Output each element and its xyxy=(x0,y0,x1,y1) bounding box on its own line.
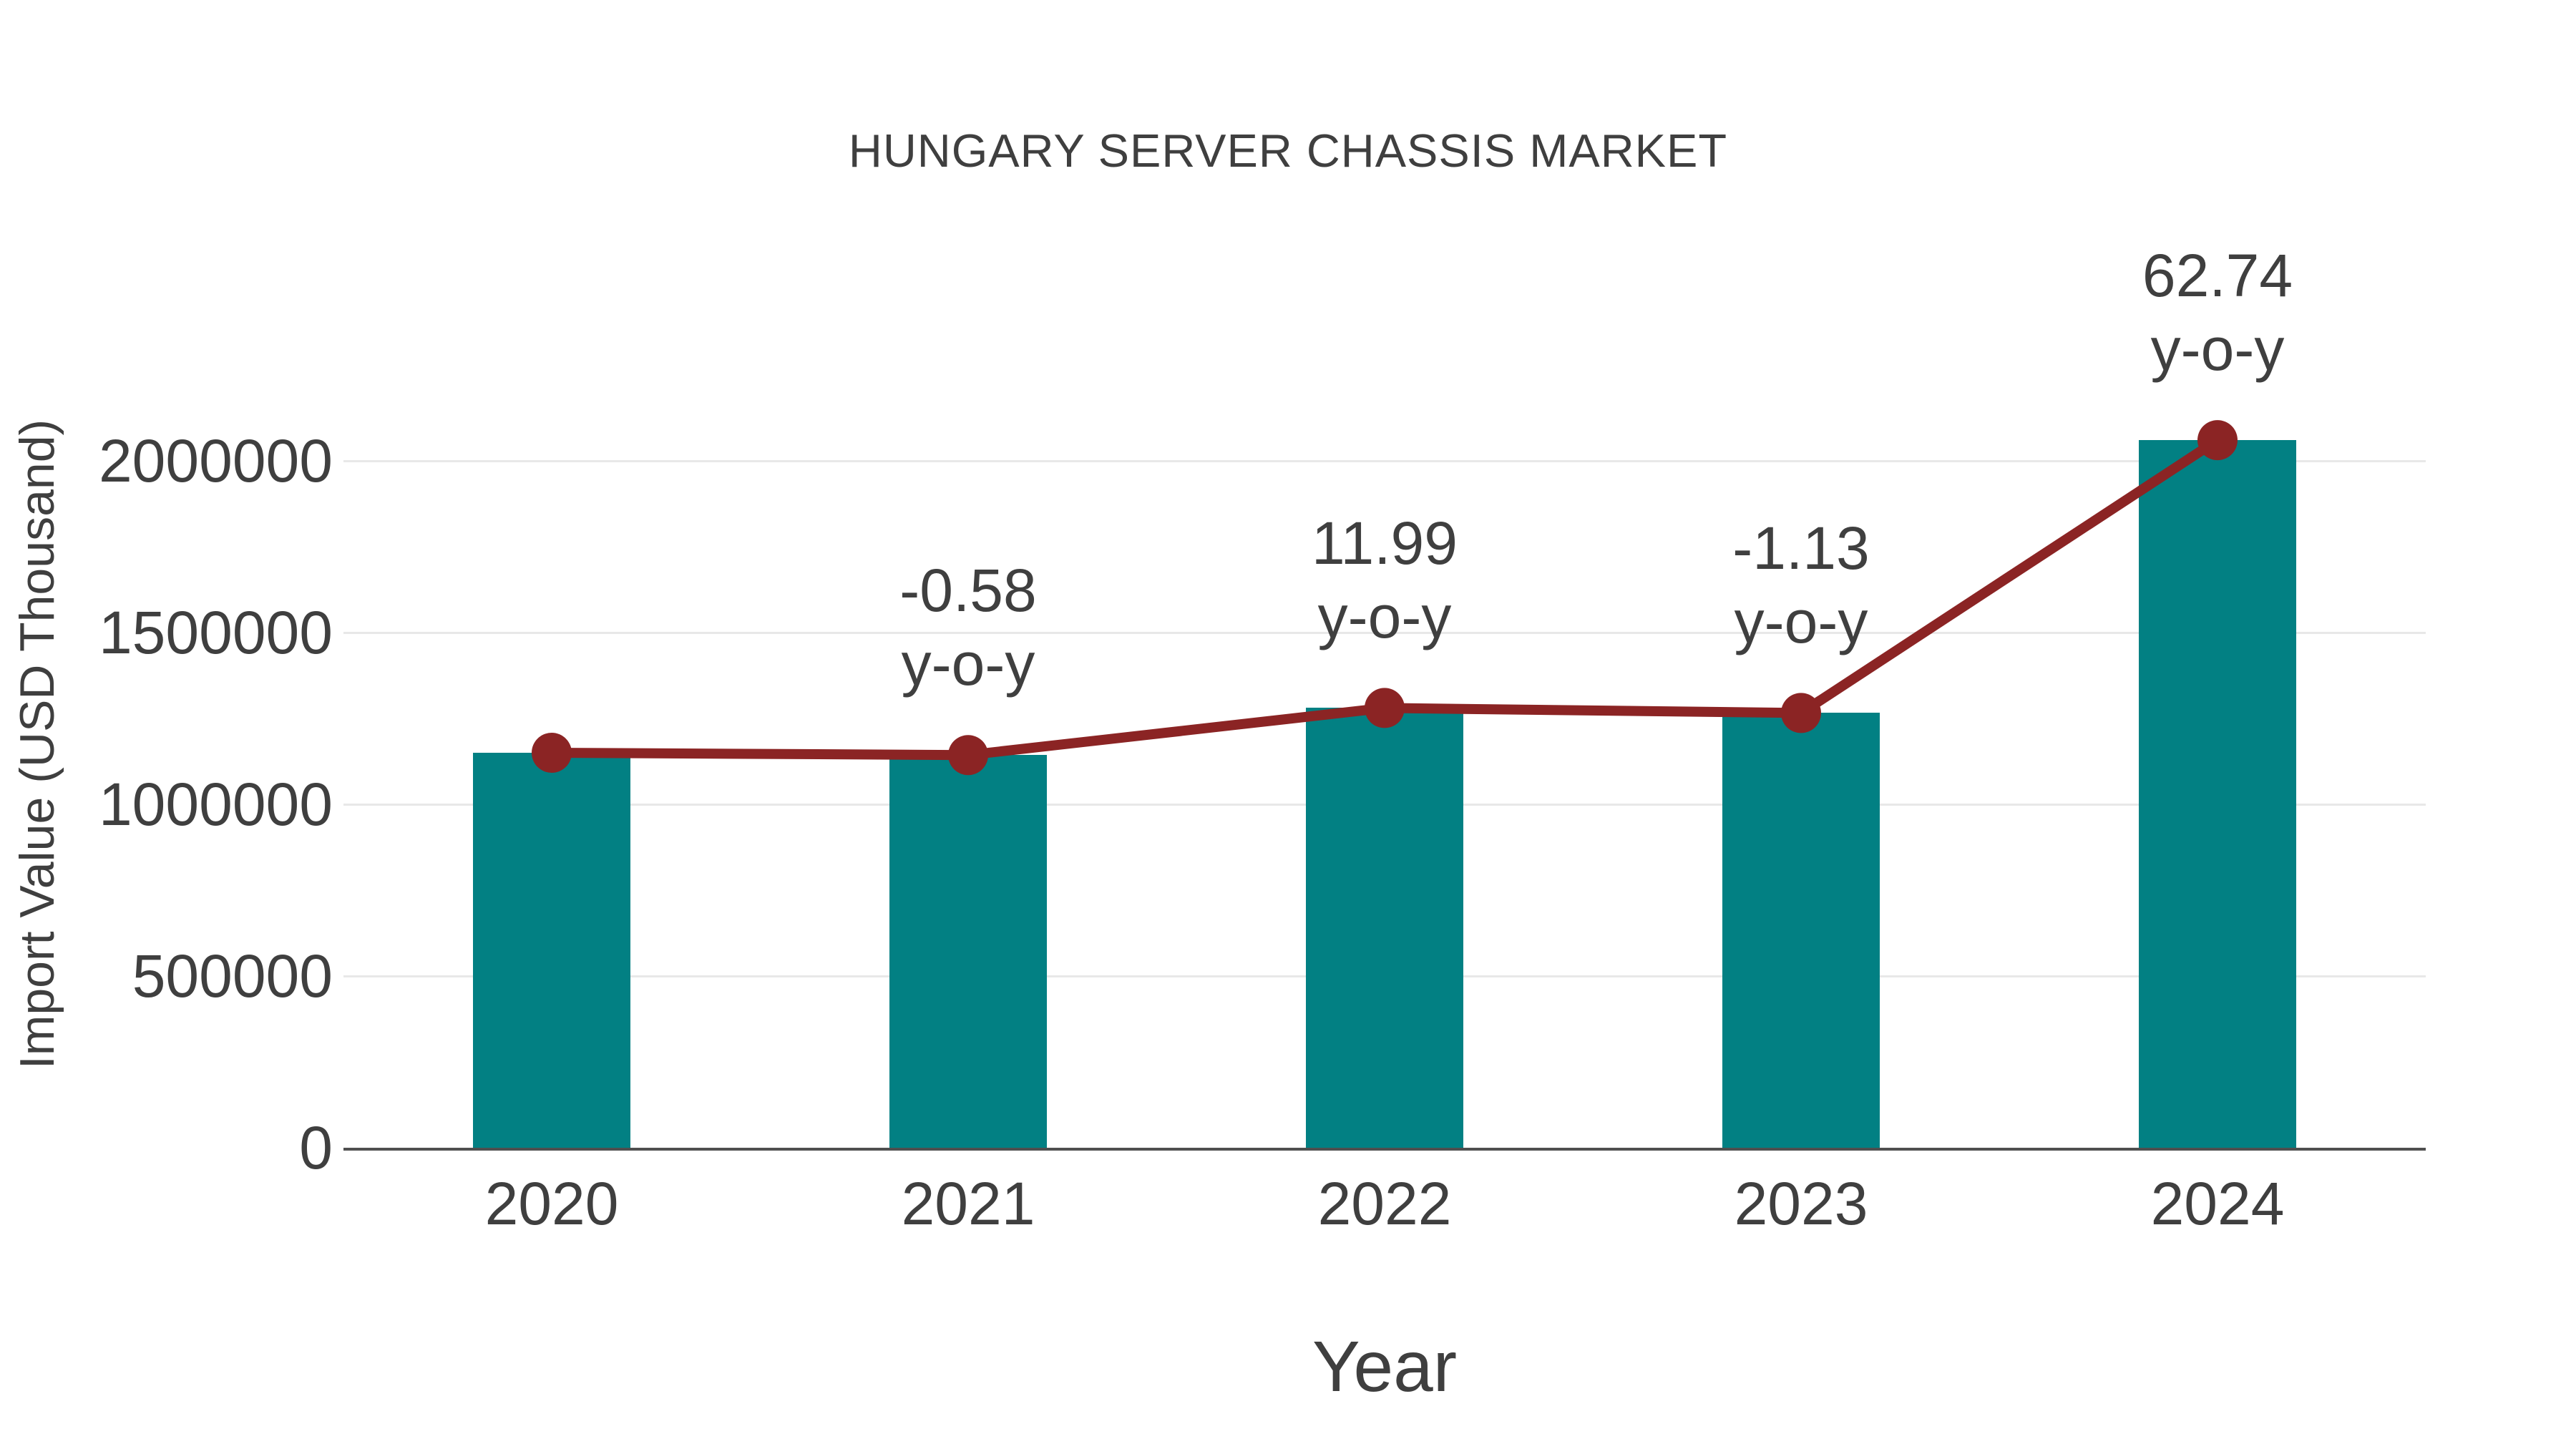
annotation-value-2022: 11.99 xyxy=(1312,509,1458,577)
gridline-2000000 xyxy=(343,459,2426,462)
line-marker-2022 xyxy=(1365,688,1405,728)
trend-line-layer xyxy=(532,420,2238,776)
x-tick-label-2022: 2022 xyxy=(1317,1170,1452,1237)
x-tick-label-2021: 2021 xyxy=(901,1170,1035,1237)
chart-title: HUNGARY SERVER CHASSIS MARKET xyxy=(848,125,1728,177)
annotation-suffix-2022: y-o-y xyxy=(1317,583,1452,651)
y-tick-label-500000: 500000 xyxy=(132,942,333,1010)
bar-2021 xyxy=(889,755,1047,1148)
annotation-2021: -0.58 y-o-y xyxy=(753,554,1183,701)
x-tick-label-2024: 2024 xyxy=(2150,1170,2285,1237)
line-marker-2020 xyxy=(532,733,572,773)
annotation-value-2024: 62.74 xyxy=(2142,242,2293,310)
annotation-suffix-2023: y-o-y xyxy=(1734,588,1868,656)
bar-2022 xyxy=(1306,708,1463,1148)
annotation-suffix-2024: y-o-y xyxy=(2150,316,2285,384)
x-tick-label-2023: 2023 xyxy=(1734,1170,1868,1237)
annotation-value-2023: -1.13 xyxy=(1732,514,1870,582)
bar-2020 xyxy=(473,753,630,1148)
line-marker-2021 xyxy=(948,735,988,776)
bar-2024 xyxy=(2139,440,2296,1148)
annotation-2024: 62.74 y-o-y xyxy=(2003,239,2432,386)
gridline-1500000 xyxy=(343,631,2426,634)
line-marker-2024 xyxy=(2197,420,2238,461)
bar-2023 xyxy=(1722,713,1880,1148)
y-tick-label-1000000: 1000000 xyxy=(98,771,333,838)
plot-area: -0.58 y-o-y 11.99 y-o-y -1.13 y-o-y 62.74 y-o-y xyxy=(343,242,2426,1151)
annotation-value-2021: -0.58 xyxy=(899,557,1037,625)
x-axis-title: Year xyxy=(1312,1327,1458,1407)
annotation-2022: 11.99 y-o-y xyxy=(1170,507,1599,654)
y-tick-label-1500000: 1500000 xyxy=(98,599,333,666)
y-tick-label-2000000: 2000000 xyxy=(98,427,333,494)
annotation-suffix-2021: y-o-y xyxy=(901,630,1035,698)
line-marker-2023 xyxy=(1781,693,1821,733)
x-tick-label-2020: 2020 xyxy=(484,1170,619,1237)
annotation-2023: -1.13 y-o-y xyxy=(1586,512,2016,659)
y-tick-label-0: 0 xyxy=(299,1114,333,1181)
